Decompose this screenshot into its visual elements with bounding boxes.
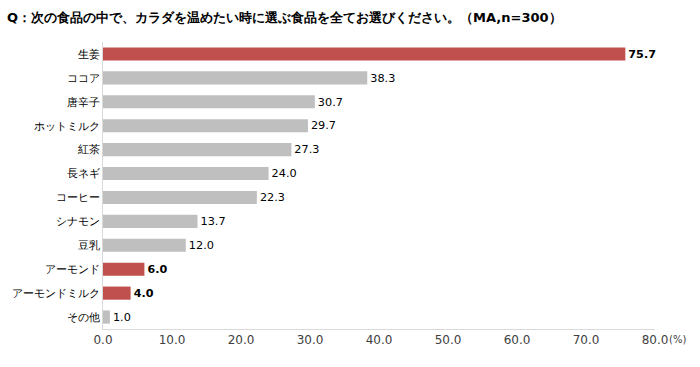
svg-text:50.0: 50.0 bbox=[435, 333, 462, 347]
svg-text:シナモン: シナモン bbox=[56, 215, 100, 228]
svg-text:10.0: 10.0 bbox=[159, 333, 186, 347]
svg-text:75.7: 75.7 bbox=[628, 48, 656, 61]
svg-text:その他: その他 bbox=[67, 311, 100, 324]
svg-text:豆乳: 豆乳 bbox=[78, 239, 100, 252]
svg-text:6.0: 6.0 bbox=[147, 263, 167, 276]
svg-text:24.0: 24.0 bbox=[272, 167, 297, 180]
svg-text:38.3: 38.3 bbox=[370, 72, 395, 85]
svg-text:アーモンドミルク: アーモンドミルク bbox=[12, 287, 100, 300]
svg-text:80.0: 80.0 bbox=[642, 333, 669, 347]
svg-text:Q：次の食品の中で、カラダを温めたい時に選ぶ食品を全てお選び: Q：次の食品の中で、カラダを温めたい時に選ぶ食品を全てお選びください。（MA,n… bbox=[7, 10, 562, 25]
svg-text:1.0: 1.0 bbox=[113, 311, 131, 324]
svg-text:ホットミルク: ホットミルク bbox=[34, 120, 100, 133]
svg-text:29.7: 29.7 bbox=[311, 119, 336, 132]
svg-text:60.0: 60.0 bbox=[504, 333, 531, 347]
svg-text:紅茶: 紅茶 bbox=[78, 143, 100, 156]
svg-text:13.7: 13.7 bbox=[201, 215, 226, 228]
svg-text:40.0: 40.0 bbox=[366, 333, 393, 347]
svg-text:(%): (%) bbox=[669, 334, 686, 345]
svg-text:20.0: 20.0 bbox=[228, 333, 255, 347]
svg-text:アーモンド: アーモンド bbox=[45, 263, 100, 276]
svg-text:22.3: 22.3 bbox=[260, 191, 285, 204]
svg-text:4.0: 4.0 bbox=[134, 287, 154, 300]
svg-text:30.0: 30.0 bbox=[297, 333, 324, 347]
svg-text:ココア: ココア bbox=[67, 72, 100, 85]
svg-text:30.7: 30.7 bbox=[318, 96, 343, 109]
svg-text:唐辛子: 唐辛子 bbox=[67, 96, 100, 109]
svg-text:長ネギ: 長ネギ bbox=[67, 167, 100, 180]
svg-text:12.0: 12.0 bbox=[189, 239, 214, 252]
svg-text:27.3: 27.3 bbox=[294, 143, 319, 156]
svg-text:0.0: 0.0 bbox=[93, 333, 112, 347]
svg-text:70.0: 70.0 bbox=[573, 333, 600, 347]
svg-text:生姜: 生姜 bbox=[78, 48, 100, 61]
svg-text:コーヒー: コーヒー bbox=[56, 191, 100, 204]
